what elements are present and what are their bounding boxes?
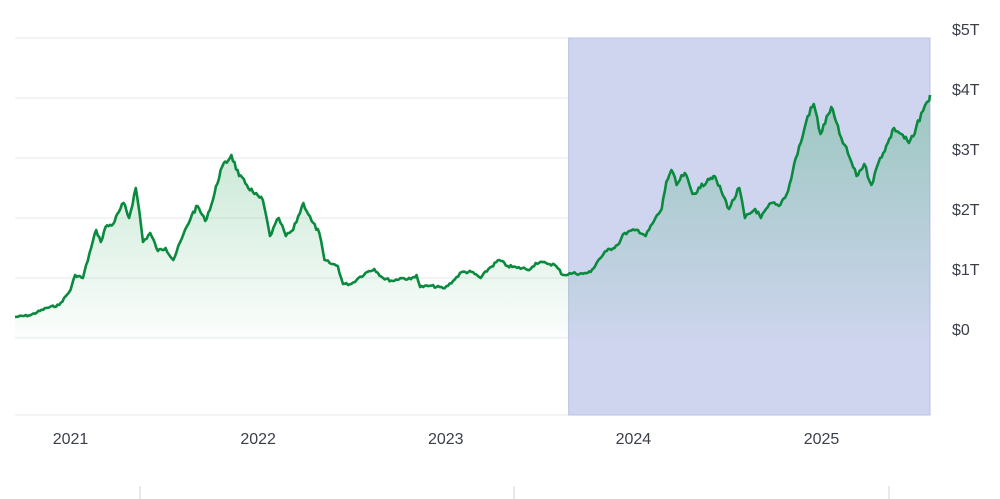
y-axis-ticks: $0 $1T $2T $3T $4T $5T	[952, 22, 980, 339]
y-tick-label: $4T	[952, 82, 980, 99]
series-line	[14, 94, 932, 319]
x-axis-ticks: 2021 2022 2023 2024 2025	[53, 431, 840, 448]
x-tick-label: 2022	[240, 431, 276, 448]
x-tick-label: 2021	[53, 431, 89, 448]
y-tick-label: $5T	[952, 22, 980, 39]
y-tick-label: $3T	[952, 142, 980, 159]
series-area	[15, 95, 930, 338]
x-tick-label: 2024	[616, 431, 652, 448]
range-selector-marks	[139, 486, 890, 499]
y-tick-label: $2T	[952, 202, 980, 219]
y-tick-label: $0	[952, 322, 970, 339]
x-tick-label: 2023	[428, 431, 464, 448]
x-tick-label: 2025	[804, 431, 840, 448]
y-tick-label: $1T	[952, 262, 980, 279]
